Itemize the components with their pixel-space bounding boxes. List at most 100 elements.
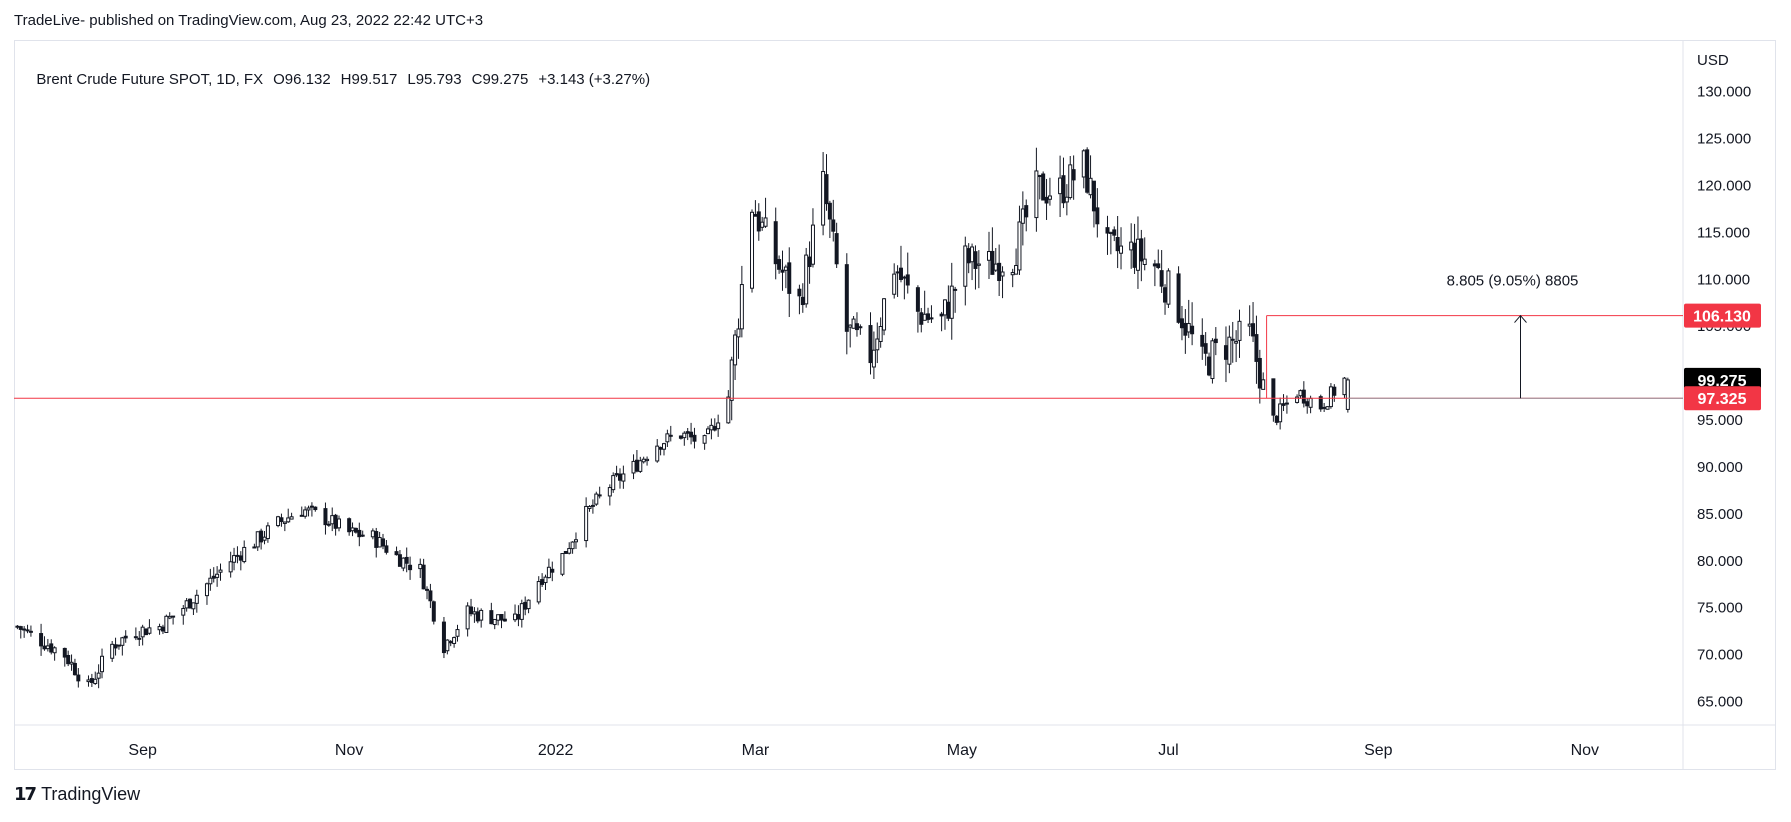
candle-body: [1115, 236, 1120, 252]
symbol-legend[interactable]: Brent Crude Future SPOT, 1D, FX O96.132 H9…: [28, 54, 660, 88]
candle-body: [404, 556, 409, 564]
candle-body: [1332, 386, 1337, 396]
candle-body: [1200, 334, 1205, 347]
candle-body: [939, 313, 944, 317]
candle-body: [255, 531, 260, 548]
candle-body: [374, 531, 379, 548]
candle-body: [194, 594, 199, 604]
candle-body: [89, 678, 94, 683]
candle-body: [171, 615, 176, 618]
chart-frame[interactable]: [14, 40, 1776, 770]
candle-body: [1091, 180, 1096, 212]
tradingview-brand[interactable]: 17 TradingView: [14, 784, 140, 805]
candle-body: [1237, 320, 1242, 341]
y-tick-label: 115.000: [1697, 224, 1750, 241]
y-tick-label: 95.000: [1697, 412, 1743, 429]
y-tick-label: 70.000: [1697, 647, 1743, 664]
candle-body: [567, 548, 572, 554]
candle-body: [262, 536, 267, 541]
candle-body: [777, 259, 782, 270]
candle-body: [326, 523, 331, 526]
y-tick-label: 120.000: [1697, 177, 1751, 194]
candle-body: [133, 636, 138, 639]
candle-body: [1000, 271, 1005, 277]
candle-body: [858, 326, 863, 329]
candle-body: [1034, 170, 1039, 219]
candle-body: [1156, 263, 1161, 269]
candle-body: [286, 517, 291, 523]
candle-body: [303, 509, 308, 517]
candle-body: [919, 312, 924, 325]
candle-body: [353, 527, 358, 533]
candle-body: [871, 349, 876, 368]
candle-body: [347, 518, 352, 533]
candle-body: [431, 601, 436, 622]
candle-body: [990, 250, 995, 275]
candle-body: [289, 516, 294, 520]
candle-body: [306, 507, 311, 511]
candle-body: [110, 643, 115, 659]
candle-body: [479, 609, 484, 621]
candle-body: [658, 447, 663, 450]
candle-body: [265, 525, 270, 540]
candle-body: [28, 630, 33, 633]
candle-body: [986, 251, 991, 261]
x-tick-label: 2022: [538, 742, 574, 759]
candle-body: [905, 274, 910, 286]
legend-change: +3.143 (+3.27%): [538, 71, 651, 88]
candle-body: [587, 505, 592, 509]
price-label: 106.130: [1693, 309, 1751, 326]
candle-body: [824, 174, 829, 205]
candle-body: [760, 221, 765, 228]
candle-body: [1132, 242, 1137, 268]
candle-body: [397, 554, 402, 567]
candle-body: [1071, 169, 1076, 181]
candle-body: [570, 541, 575, 550]
candle-body: [821, 171, 826, 226]
candle-body: [685, 431, 690, 434]
legend-high: H99.517: [340, 71, 398, 88]
candle-body: [1295, 396, 1300, 403]
candle-body: [1112, 229, 1117, 236]
candle-body: [1085, 149, 1090, 193]
candle-body: [1010, 272, 1015, 276]
candle-body: [276, 516, 281, 527]
candle-body: [164, 615, 169, 633]
candle-body: [594, 493, 599, 505]
candle-body: [787, 262, 792, 294]
candle-body: [614, 473, 619, 476]
candle-body: [546, 566, 551, 579]
candle-body: [970, 246, 975, 263]
candle-body: [86, 679, 91, 683]
candle-body: [425, 588, 430, 591]
candle-body: [1139, 238, 1144, 262]
candle-body: [475, 611, 480, 622]
candle-body: [1017, 221, 1022, 271]
candle-body: [242, 546, 247, 563]
candle-body: [946, 301, 951, 319]
candle-body: [590, 504, 595, 507]
candle-body: [526, 599, 531, 610]
candle-body: [160, 626, 165, 632]
candle-body: [868, 325, 873, 364]
price-label-box: [1684, 386, 1761, 411]
candle-body: [733, 334, 738, 366]
candle-body: [1119, 245, 1124, 254]
candle-body: [228, 561, 233, 573]
candle-body: [1281, 403, 1286, 406]
candle-body: [140, 626, 145, 638]
candle-body: [875, 338, 880, 351]
candle-body: [492, 618, 497, 626]
candle-body: [665, 433, 670, 443]
candle-body: [854, 323, 859, 331]
candle-body: [976, 263, 981, 266]
candle-body: [1254, 334, 1259, 362]
candle-body: [702, 435, 707, 444]
candle-body: [384, 545, 389, 553]
candle-body: [1024, 205, 1029, 218]
candle-body: [678, 435, 683, 439]
candle-body: [1081, 150, 1086, 178]
price-label: 97.325: [1698, 391, 1747, 408]
y-tick-label: 125.000: [1697, 131, 1751, 148]
